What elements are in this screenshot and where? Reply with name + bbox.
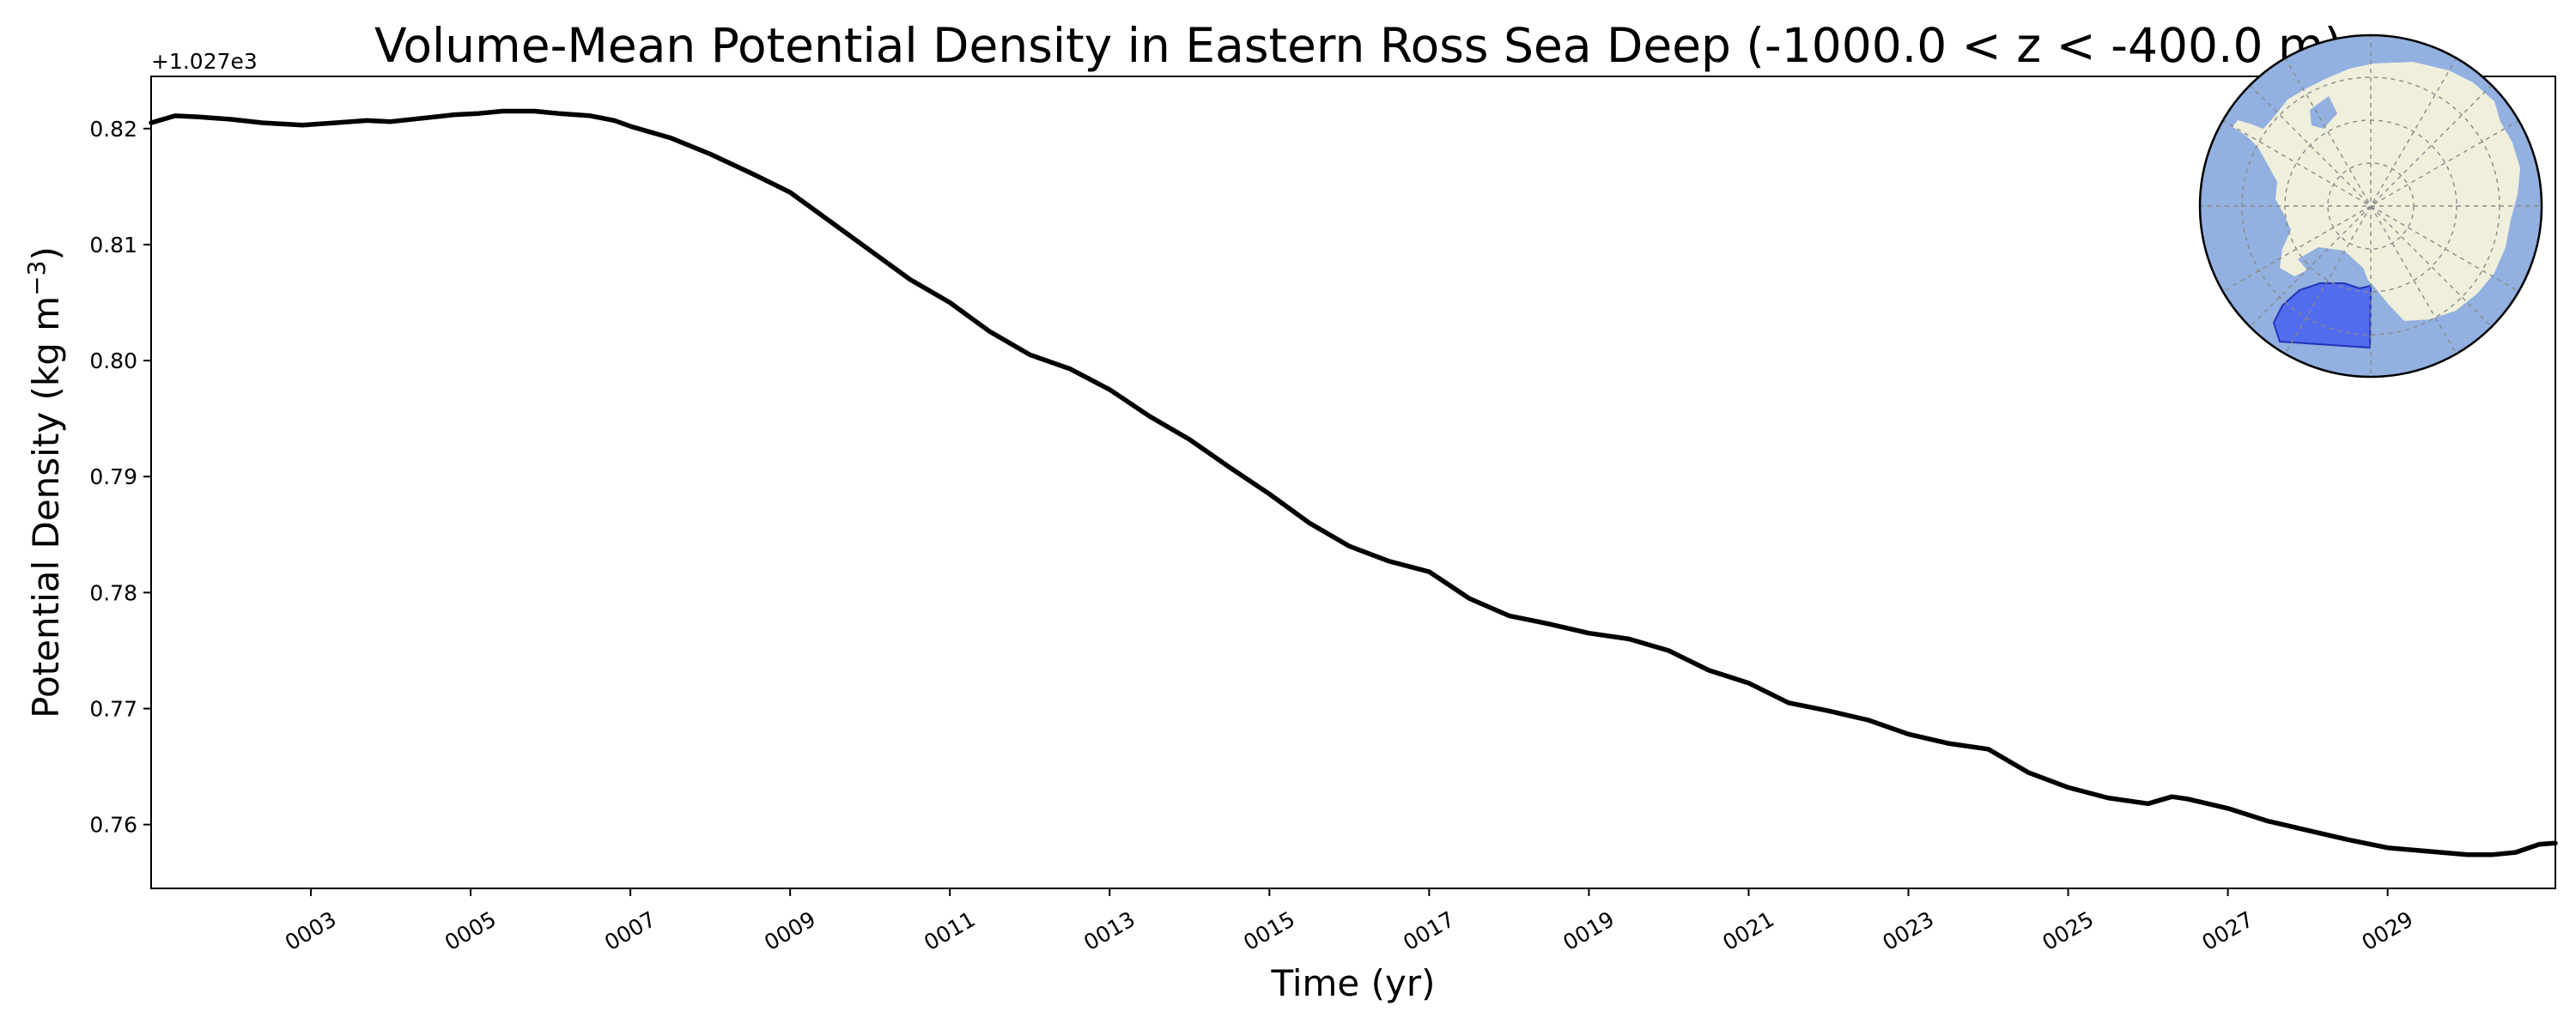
x-tick-label: 0021: [1718, 906, 1778, 955]
x-tick-label: 0023: [1878, 906, 1938, 955]
y-tick-label: 0.78: [89, 580, 137, 605]
x-tick-label: 0017: [1399, 906, 1459, 955]
plot-frame: [150, 76, 2556, 889]
x-tick-label: 0011: [920, 906, 980, 955]
map-graticule: [2200, 35, 2542, 377]
y-axis-label-main: Potential Density (kg m: [25, 296, 67, 718]
map-weddell-inlet: [2310, 96, 2337, 129]
plot-area: [150, 76, 2556, 889]
antarctica-inset-map: [2198, 33, 2543, 379]
chart-title: Volume-Mean Potential Density in Eastern…: [374, 18, 2342, 73]
y-axis: 0.76 0.77 0.78 0.79 0.80 0.81 0.82: [89, 117, 151, 838]
y-tick-label: 0.76: [89, 813, 137, 838]
y-offset-text: +1.027e3: [151, 49, 258, 74]
y-axis-label-superscript: −3: [22, 261, 51, 296]
x-tick-label: 0007: [600, 906, 660, 955]
x-tick-label: 0003: [281, 906, 341, 955]
y-tick-label: 0.80: [89, 348, 137, 373]
y-tick-label: 0.77: [89, 697, 137, 722]
y-tick-label: 0.81: [89, 233, 137, 258]
y-axis-label-close: ): [25, 246, 67, 260]
x-tick-label: 0027: [2198, 906, 2258, 955]
x-tick-label: 0029: [2358, 906, 2418, 955]
x-axis: 0003 0005 0007 0009 0011 0013 0015 0017 0019 0021…: [281, 888, 2417, 955]
x-tick-label: 0015: [1239, 906, 1299, 955]
x-tick-label: 0009: [760, 906, 820, 955]
x-tick-label: 0025: [2038, 906, 2099, 955]
map-border: [2198, 33, 2543, 379]
y-tick-label: 0.82: [89, 117, 137, 142]
x-tick-label: 0019: [1558, 906, 1619, 955]
y-axis-label: Potential Density (kg m−3): [22, 246, 67, 718]
map-eastern-ross-sea-region: [2272, 282, 2372, 349]
x-tick-label: 0005: [440, 906, 501, 955]
x-axis-label: Time (yr): [1270, 962, 1435, 1004]
series-line-density: [149, 108, 2558, 857]
x-tick-label: 0013: [1079, 906, 1139, 955]
series-layer: [149, 108, 2558, 857]
map-ice-shelf: [2298, 247, 2370, 285]
y-tick-label: 0.79: [89, 464, 137, 489]
